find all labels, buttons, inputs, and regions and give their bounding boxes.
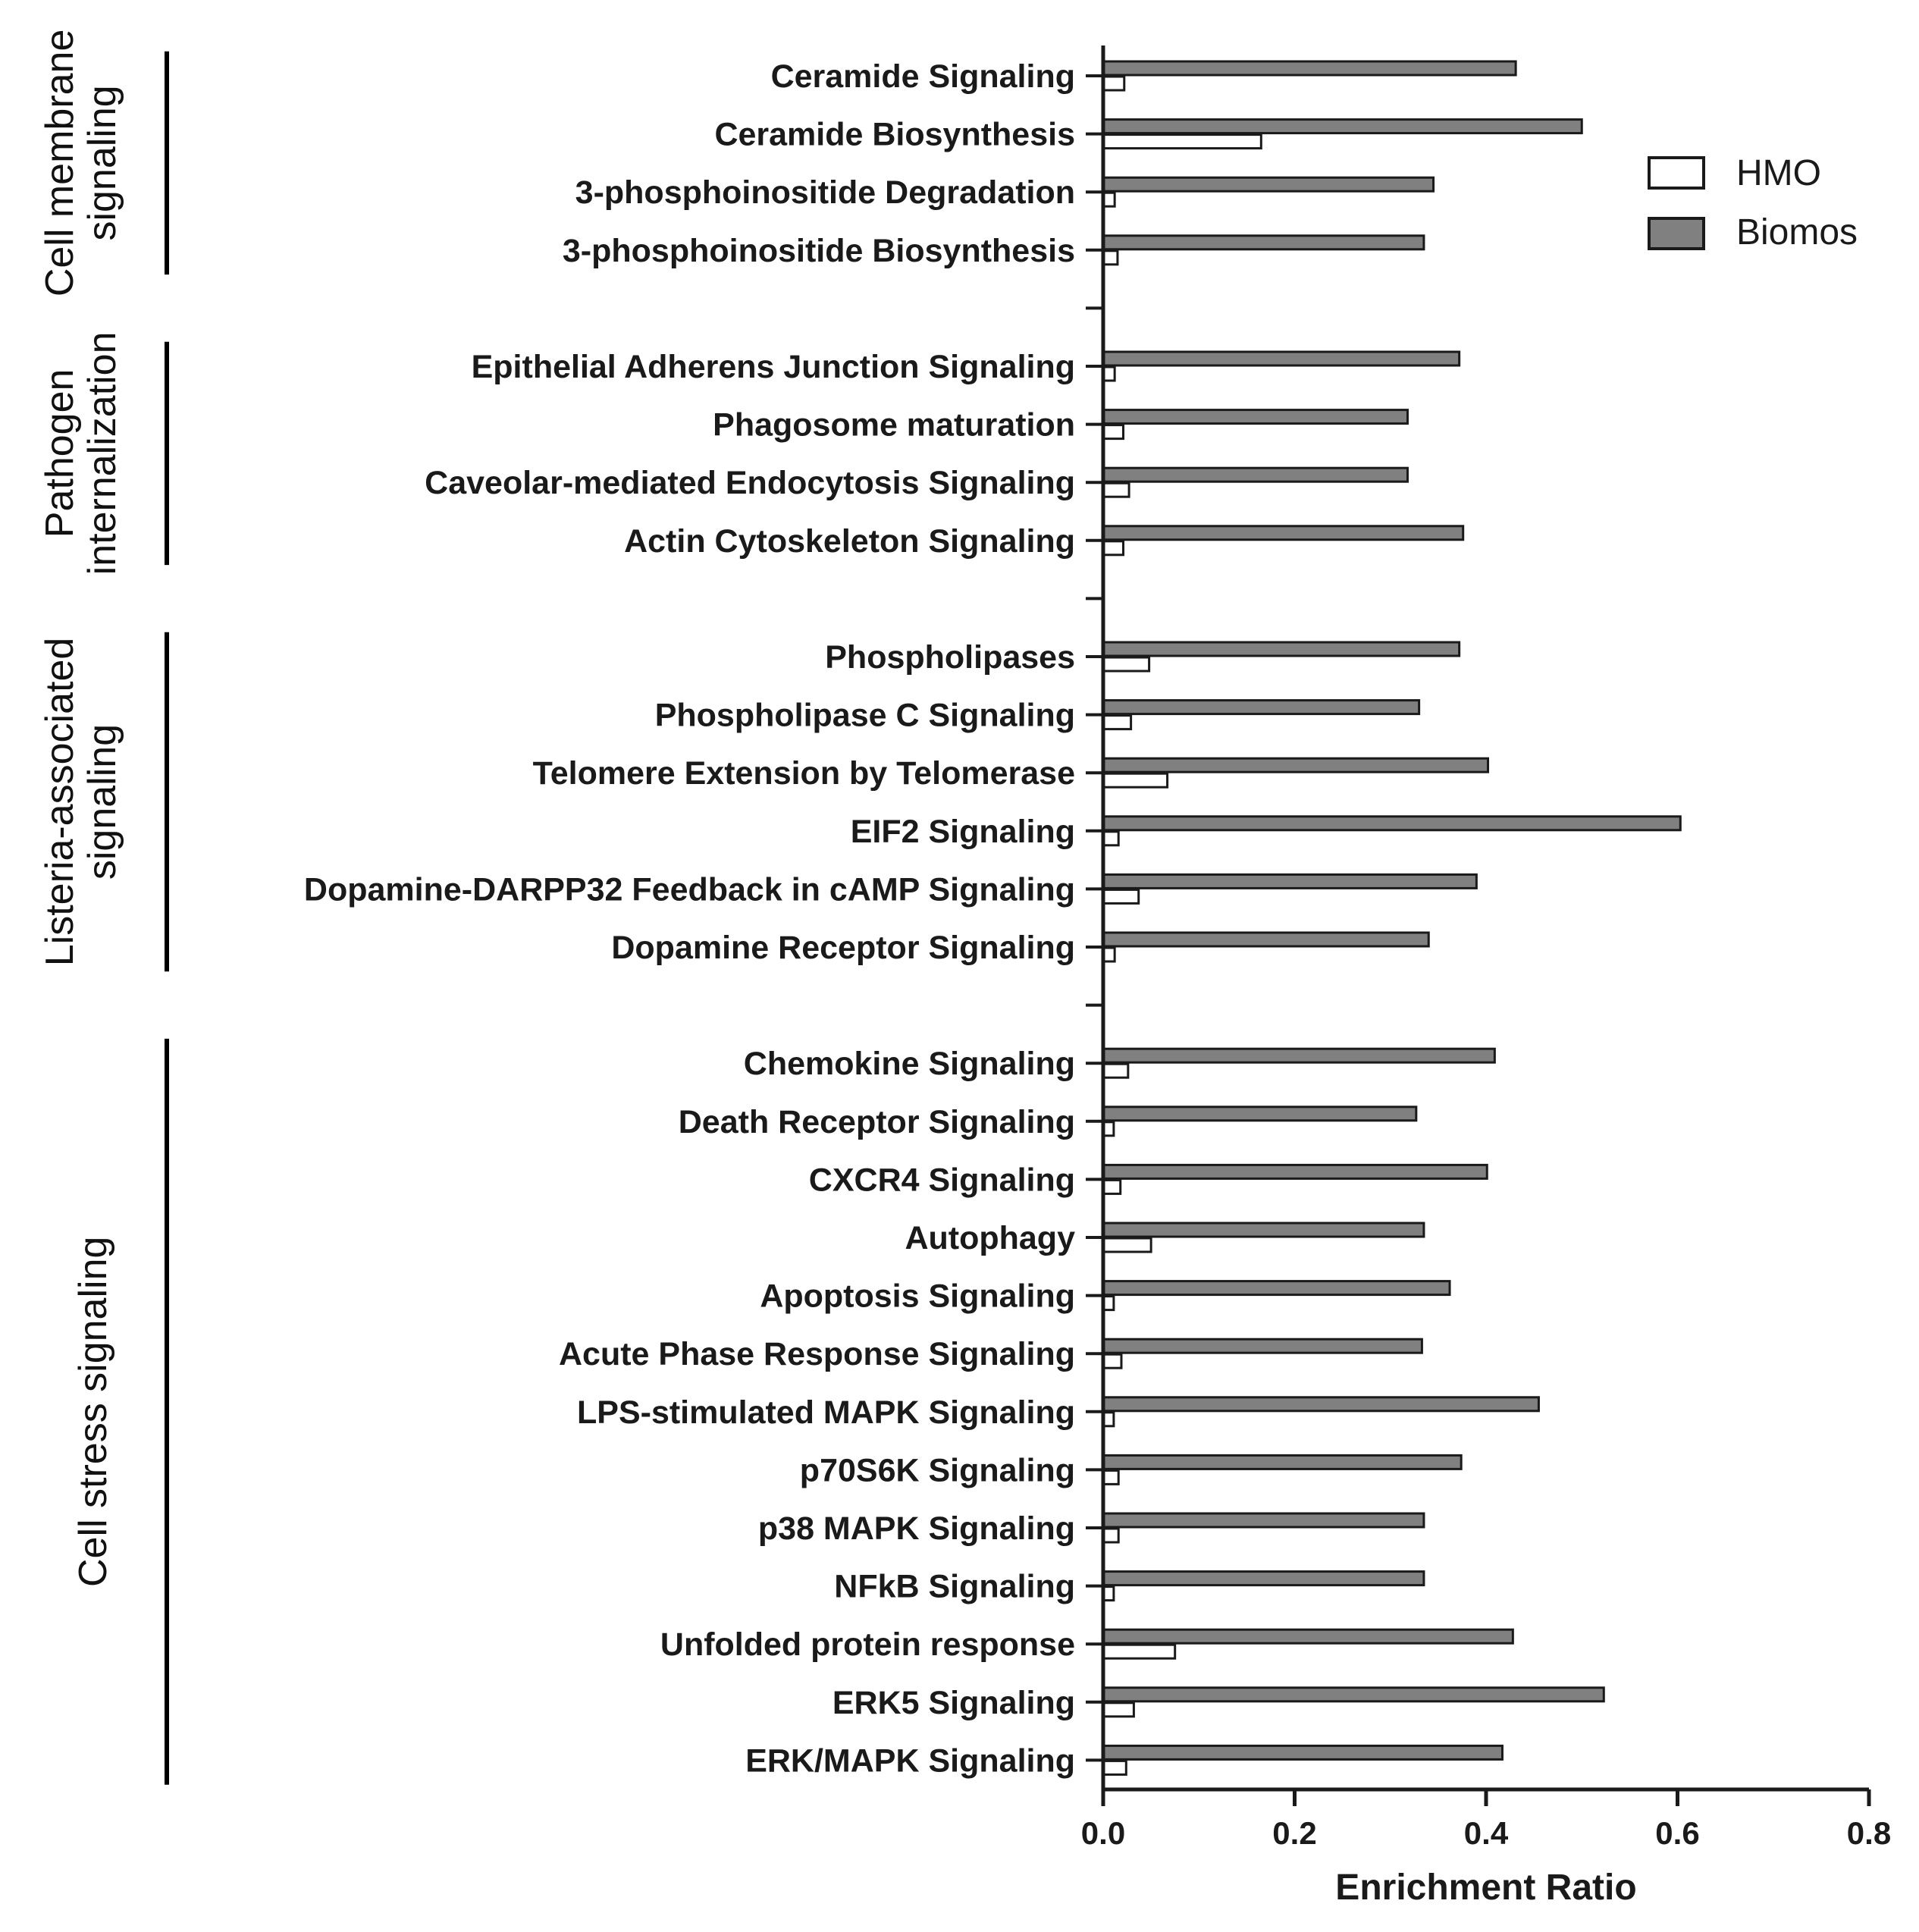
category-label: Ceramide Biosynthesis (714, 117, 1075, 153)
category-label: Caveolar-mediated Endocytosis Signaling (425, 465, 1075, 501)
group-label-line: Listeria-associated (38, 638, 82, 967)
bar-biomos (1102, 1628, 1514, 1645)
category-label: 3-phosphoinositide Degradation (575, 174, 1075, 211)
bar-biomos (1102, 1686, 1605, 1703)
category-label: Actin Cytoskeleton Signaling (624, 523, 1075, 560)
bar-biomos (1102, 1163, 1488, 1180)
bar-biomos (1102, 1280, 1451, 1297)
bar-biomos (1102, 1338, 1423, 1354)
bar-hmo (1102, 133, 1262, 150)
legend-label-hmo: HMO (1736, 153, 1821, 193)
bar-biomos (1102, 757, 1490, 773)
category-label: Chemokine Signaling (744, 1046, 1075, 1082)
bar-biomos (1102, 466, 1409, 483)
group-labels: Cell membranesignalingPathogeninternaliz… (38, 30, 124, 1587)
bar-hmo (1102, 830, 1120, 847)
category-label: Apoptosis Signaling (760, 1278, 1075, 1315)
x-tick-label: 0.2 (1272, 1815, 1316, 1851)
bar-hmo (1102, 1469, 1120, 1485)
category-label: Acute Phase Response Signaling (559, 1336, 1075, 1372)
bar-hmo (1102, 772, 1169, 789)
group-label-line: internalization (80, 331, 124, 575)
bar-hmo (1102, 656, 1151, 673)
x-tick-label: 0.6 (1655, 1815, 1699, 1851)
legend-label-biomos: Biomos (1736, 212, 1858, 252)
bar-biomos (1102, 1512, 1425, 1529)
group-label-line: Pathogen (38, 369, 82, 538)
bar-hmo (1102, 1759, 1127, 1776)
legend-swatch-biomos (1648, 217, 1705, 250)
bar-biomos (1102, 931, 1430, 948)
x-tick-label: 0.4 (1464, 1815, 1509, 1851)
bar-hmo (1102, 1178, 1122, 1195)
bar-hmo (1102, 1353, 1123, 1369)
category-label: Phospholipases (825, 639, 1075, 676)
group-label-line: signaling (80, 85, 124, 240)
bar-biomos (1102, 1222, 1425, 1238)
bar-biomos (1102, 1396, 1540, 1413)
bar-hmo (1102, 481, 1130, 498)
bar-biomos (1102, 1106, 1418, 1122)
x-tick-label: 0.0 (1081, 1815, 1125, 1851)
bar-hmo (1102, 1527, 1120, 1544)
bar-biomos (1102, 1454, 1463, 1470)
bar-biomos (1102, 118, 1583, 135)
category-label: Autophagy (905, 1220, 1075, 1256)
bar-biomos (1102, 699, 1421, 716)
bar-biomos (1102, 641, 1461, 657)
bar-hmo (1102, 75, 1126, 92)
category-label: Phagosome maturation (713, 407, 1075, 444)
bar-biomos (1102, 350, 1461, 367)
bar-hmo (1102, 1643, 1177, 1660)
bar-biomos (1102, 1047, 1496, 1064)
bar-biomos (1102, 815, 1682, 832)
category-label: 3-phosphoinositide Biosynthesis (563, 233, 1075, 269)
category-label: Dopamine-DARPP32 Feedback in cAMP Signal… (304, 871, 1075, 908)
category-label: EIF2 Signaling (851, 814, 1075, 850)
bar-hmo (1102, 1062, 1130, 1079)
category-label: Telomere Extension by Telomerase (533, 755, 1075, 792)
bar-hmo (1102, 1237, 1152, 1253)
x-axis-title: Enrichment Ratio (1335, 1868, 1636, 1908)
category-labels: Ceramide Signaling Ceramide Biosynthesis 3… (304, 58, 1075, 1779)
category-label: Death Receptor Signaling (679, 1104, 1075, 1140)
legend: HMO Biomos (1648, 153, 1858, 252)
group-label-line: Cell membrane (38, 30, 82, 297)
bar-biomos (1102, 60, 1517, 77)
axes: 0.0 0.2 0.4 0.6 0.8 (1081, 45, 1891, 1851)
category-label: p70S6K Signaling (800, 1452, 1075, 1488)
category-label: CXCR4 Signaling (809, 1162, 1075, 1198)
category-label: ERK/MAPK Signaling (745, 1742, 1075, 1779)
bar-biomos (1102, 525, 1465, 541)
group-label-line: Cell stress signaling (71, 1237, 115, 1587)
bar-hmo (1102, 249, 1119, 266)
legend-swatch-hmo (1648, 156, 1705, 190)
bar-biomos (1102, 1570, 1425, 1587)
category-label: NFkB Signaling (834, 1569, 1075, 1605)
bar-biomos (1102, 1744, 1504, 1761)
bar-biomos (1102, 409, 1409, 425)
category-label: Epithelial Adherens Junction Signaling (472, 349, 1075, 385)
bar-hmo (1102, 1701, 1135, 1718)
bar-hmo (1102, 714, 1133, 731)
category-label: LPS-stimulated MAPK Signaling (577, 1394, 1075, 1431)
bar-hmo (1102, 540, 1125, 557)
group-label-line: signaling (80, 724, 124, 880)
category-label: ERK5 Signaling (833, 1685, 1075, 1721)
category-label: Ceramide Signaling (771, 58, 1075, 95)
bar-biomos (1102, 873, 1478, 889)
bar-hmo (1102, 424, 1125, 441)
category-label: p38 MAPK Signaling (758, 1510, 1075, 1547)
category-label: Phospholipase C Signaling (655, 698, 1075, 734)
category-label: Unfolded protein response (660, 1626, 1075, 1663)
bar-biomos (1102, 176, 1435, 193)
bar-biomos (1102, 234, 1425, 251)
category-label: Dopamine Receptor Signaling (611, 930, 1075, 966)
x-tick-label: 0.8 (1847, 1815, 1891, 1851)
bar-hmo (1102, 888, 1140, 905)
